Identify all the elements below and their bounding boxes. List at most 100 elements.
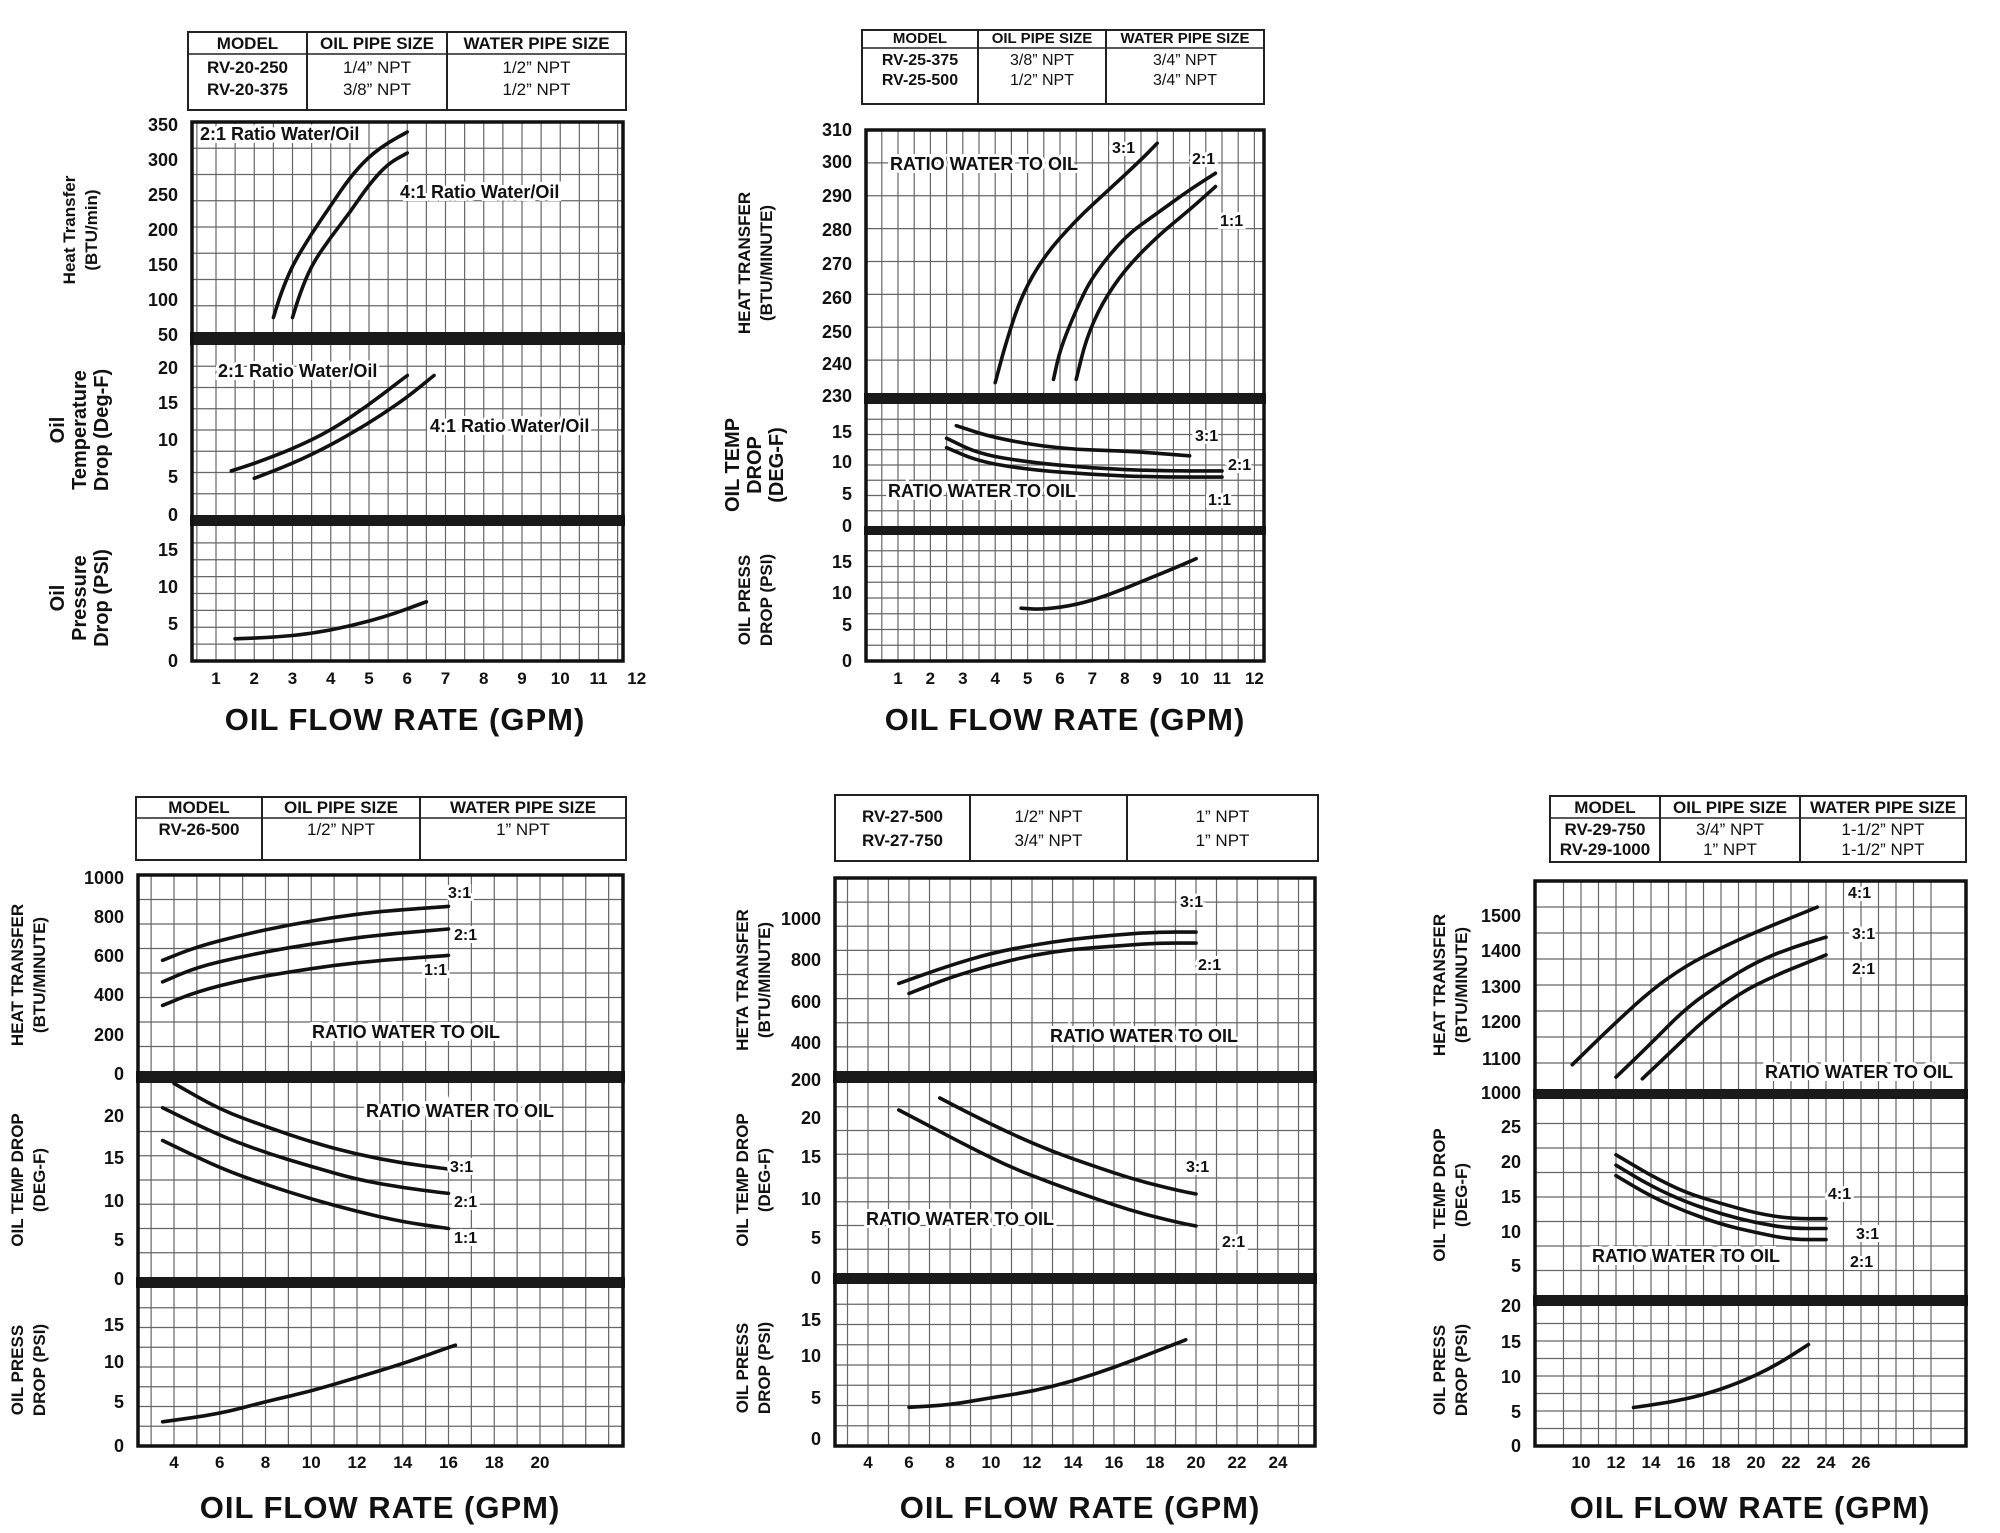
table-header-cell: WATER PIPE SIZE [1121, 30, 1250, 47]
y-axis-label-line: (BTU/min) [82, 189, 101, 270]
panel-separator [864, 393, 1266, 404]
grid [150, 875, 610, 1446]
series-line-2-1 [907, 941, 1198, 996]
table-cell: 1-1/2” NPT [1841, 820, 1924, 839]
y-axis-label-line: (BTU/MINUTE) [1452, 927, 1471, 1043]
table-cell: RV-27-750 [862, 831, 943, 850]
table-cell: RV-29-750 [1565, 820, 1646, 839]
y-tick-label: 20 [801, 1108, 821, 1128]
panel-3: 15 10 5 0 OIL PRESS DROP (PSI) [735, 550, 1264, 671]
y-tick-label: 5 [1511, 1256, 1521, 1276]
panel-3: 15 10 5 0 OIL PRESS DROP (PSI) [8, 1307, 623, 1456]
y-tick-label: 15 [1501, 1332, 1521, 1352]
y-tick-label: 10 [104, 1352, 124, 1372]
series-annotation: 3:1 [1195, 428, 1218, 445]
series-annotation: 4:1 Ratio Water/Oil [400, 182, 559, 202]
y-axis-label: HEAT TRANSFER (BTU/MINUTE) [735, 192, 776, 334]
y-tick-label: 15 [801, 1147, 821, 1167]
y-tick-label: 0 [1511, 1436, 1521, 1456]
y-tick-label: 25 [1501, 1117, 1521, 1137]
y-tick-label: 15 [104, 1148, 124, 1168]
x-tick-label: 4 [169, 1453, 179, 1472]
x-tick-label: 10 [1572, 1453, 1591, 1472]
table-cell: 1/4” NPT [343, 58, 411, 77]
series-annotation: 3:1 [448, 885, 471, 902]
y-axis-label: OIL TEMP DROP (DEG-F) [733, 1113, 774, 1247]
y-tick-label: 20 [104, 1106, 124, 1126]
panel-separator [190, 515, 625, 526]
series-line-2-1 [160, 1106, 451, 1196]
table-cell: 3/4” NPT [1153, 52, 1217, 69]
y-tick-label: 400 [94, 985, 124, 1005]
y-tick-label: 250 [822, 322, 852, 342]
y-tick-label: 10 [158, 577, 178, 597]
y-tick-label: 5 [168, 614, 178, 634]
y-axis-label: HETA TRANSFER (BTU/MINUTE) [733, 909, 774, 1051]
spec-table: MODEL OIL PIPE SIZE WATER PIPE SIZE RV-20-2… [187, 31, 627, 111]
y-axis-label-line: Oil [47, 585, 69, 612]
y-axis-label-line: DROP (PSI) [1452, 1324, 1471, 1416]
table-cell: 3/4” NPT [1696, 820, 1764, 839]
y-axis-label: OIL TEMP DROP (DEG-F) [722, 418, 788, 512]
y-tick-label: 0 [114, 1436, 124, 1456]
y-tick-label: 0 [811, 1268, 821, 1288]
y-axis-label-line: (DEG-F) [1452, 1163, 1471, 1227]
series-line [1019, 556, 1198, 611]
x-tick-label: 24 [1817, 1453, 1836, 1472]
x-tick-label: 18 [485, 1453, 504, 1472]
series-line-4-1 [1570, 905, 1820, 1067]
panel-1: 1500 1400 1300 1200 1100 1000 HEAT TRANSFER (BT… [1430, 882, 1968, 1103]
x-tick-label: 10 [551, 669, 570, 688]
series-annotation: RATIO WATER TO OIL [312, 1022, 500, 1042]
y-tick-label: 10 [158, 430, 178, 450]
y-tick-label: 10 [801, 1346, 821, 1366]
table-cell: RV-27-500 [862, 807, 943, 826]
series-line-1-1 [944, 445, 1224, 479]
y-tick-label: 280 [822, 220, 852, 240]
series-annotation: 2:1 Ratio Water/Oil [218, 361, 377, 381]
y-tick-label: 200 [94, 1025, 124, 1045]
table-cell: RV-20-375 [207, 80, 288, 99]
panel-separator [833, 1273, 1317, 1284]
x-tick-label: 16 [439, 1453, 458, 1472]
table-cell: RV-26-500 [159, 820, 240, 839]
series-annotation: RATIO WATER TO OIL [1050, 1026, 1238, 1046]
y-axis-label-line: (DEG-F) [755, 1148, 774, 1212]
y-axis-label-line: Oil [47, 417, 69, 444]
table-cell: 3/8” NPT [343, 80, 411, 99]
series-line-3-1 [993, 141, 1159, 385]
x-tick-label: 8 [1120, 669, 1129, 688]
panel-separator [136, 1277, 625, 1288]
series-annotation: 1:1 [454, 1230, 477, 1247]
y-tick-label: 200 [791, 1070, 821, 1090]
y-axis-label-line: HETA TRANSFER [733, 909, 752, 1051]
y-tick-label: 600 [94, 946, 124, 966]
y-tick-label: 0 [811, 1429, 821, 1449]
series-line-1-1 [1074, 184, 1218, 382]
table-cell: 1/2” NPT [307, 820, 375, 839]
y-tick-label: 1000 [84, 868, 124, 888]
series-line-2-1 [897, 1108, 1198, 1228]
x-tick-label: 22 [1782, 1453, 1801, 1472]
table-cell: RV-25-375 [882, 52, 958, 69]
series-line-4-1-ratio-water-oil [252, 373, 436, 481]
y-tick-label: 15 [801, 1310, 821, 1330]
series-annotation: RATIO WATER TO OIL [888, 481, 1076, 501]
table-cell: 3/8” NPT [1010, 52, 1074, 69]
x-tick-label: 20 [1747, 1453, 1766, 1472]
table-header-cell: OIL PIPE SIZE [1673, 798, 1787, 817]
grid [196, 122, 619, 661]
series-line-4-1-ratio-water-oil [290, 151, 410, 320]
x-tick-label: 3 [958, 669, 967, 688]
series-annotation: 1:1 [424, 962, 447, 979]
spec-table: MODEL OIL PIPE SIZE WATER PIPE SIZE RV-25-3… [861, 29, 1265, 105]
series-line-2-1-ratio-water-oil [229, 373, 410, 473]
y-tick-label: 20 [1501, 1296, 1521, 1316]
x-tick-label: 8 [261, 1453, 270, 1472]
x-tick-label: 11 [1213, 669, 1231, 688]
y-tick-label: 5 [1511, 1402, 1521, 1422]
x-axis-label: OIL FLOW RATE (GPM) [1570, 1490, 1931, 1525]
y-tick-label: 15 [158, 393, 178, 413]
x-tick-label: 1 [211, 669, 220, 688]
series-line-2-1 [160, 927, 451, 984]
